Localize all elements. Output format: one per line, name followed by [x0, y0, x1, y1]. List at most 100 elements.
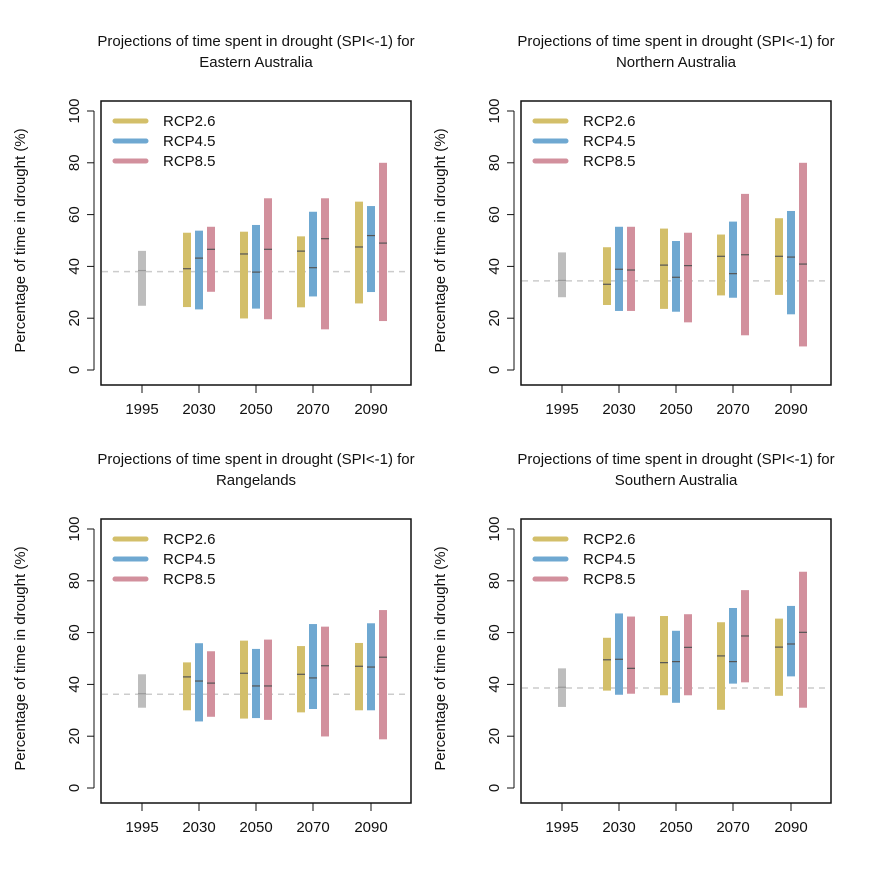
- legend: RCP2.6 RCP4.5 RCP8.5: [112, 113, 216, 170]
- x-tick-label: 2090: [774, 401, 807, 418]
- y-tick-label: 0: [486, 784, 503, 792]
- baseline-bar: [138, 250, 146, 306]
- bar-rcp85-2070: [741, 193, 749, 336]
- bar-rcp45-2030: [195, 230, 203, 310]
- legend: RCP2.6 RCP4.5 RCP8.5: [532, 113, 636, 170]
- legend-label: RCP4.5: [583, 551, 636, 568]
- x-tick-label: 2030: [182, 819, 215, 836]
- bar-rcp45-2070: [729, 221, 737, 298]
- x-tick-label: 2030: [602, 401, 635, 418]
- y-tick-label: 0: [66, 784, 83, 792]
- bar-rcp26-2050: [240, 640, 248, 719]
- bar-rcp85-2090: [799, 571, 807, 708]
- y-tick-label: 100: [66, 98, 83, 123]
- legend-label: RCP8.5: [163, 571, 216, 588]
- y-axis-label: Percentage of time in drought (%): [432, 546, 449, 770]
- x-tick-label: 2050: [659, 401, 692, 418]
- x-tick-label: 1995: [125, 819, 158, 836]
- bar-rcp85-2030: [627, 226, 635, 311]
- x-tick-label: 2090: [354, 819, 387, 836]
- x-tick-label: 1995: [125, 401, 158, 418]
- y-tick-label: 0: [66, 366, 83, 374]
- y-tick-label: 80: [66, 572, 83, 589]
- bar-rcp26-2030: [603, 247, 611, 305]
- chart-title: Projections of time spent in drought (SP…: [517, 33, 834, 50]
- bar-rcp26-2070: [717, 234, 725, 296]
- y-axis-label: Percentage of time in drought (%): [12, 546, 29, 770]
- y-tick-label: 60: [486, 206, 503, 223]
- y-tick-label: 60: [66, 624, 83, 641]
- x-tick-label: 2090: [774, 819, 807, 836]
- bar-rcp45-2090: [787, 210, 795, 315]
- baseline-bar: [558, 252, 566, 298]
- x-tick-label: 2070: [296, 401, 329, 418]
- x-tick-label: 2090: [354, 401, 387, 418]
- y-tick-label: 80: [66, 154, 83, 171]
- x-tick-label: 2030: [182, 401, 215, 418]
- bar-rcp26-2030: [603, 637, 611, 691]
- baseline-bar: [138, 674, 146, 708]
- legend-label: RCP8.5: [583, 571, 636, 588]
- bar-rcp85-2050: [684, 232, 692, 323]
- y-tick-label: 40: [66, 258, 83, 275]
- y-tick-label: 20: [66, 310, 83, 327]
- x-tick-label: 2050: [239, 401, 272, 418]
- bar-rcp85-2070: [321, 626, 329, 737]
- bar-rcp45-2050: [252, 224, 260, 309]
- bar-rcp85-2050: [264, 639, 272, 720]
- x-tick-label: 2030: [602, 819, 635, 836]
- bar-rcp26-2030: [183, 232, 191, 308]
- legend-label: RCP4.5: [163, 133, 216, 150]
- legend-label: RCP8.5: [163, 153, 216, 170]
- chart-panel-3: Projections of time spent in drought (SP…: [12, 451, 415, 836]
- y-tick-label: 100: [486, 516, 503, 541]
- x-tick-label: 2070: [716, 401, 749, 418]
- bar-rcp26-2070: [717, 622, 725, 710]
- x-tick-label: 1995: [545, 401, 578, 418]
- chart-subtitle: Northern Australia: [616, 54, 737, 71]
- y-tick-label: 60: [486, 624, 503, 641]
- bar-rcp45-2030: [195, 643, 203, 722]
- y-tick-label: 20: [486, 728, 503, 745]
- legend-label: RCP2.6: [583, 531, 636, 548]
- bar-rcp45-2090: [787, 605, 795, 677]
- bar-rcp45-2070: [729, 607, 737, 684]
- y-tick-label: 40: [66, 676, 83, 693]
- bar-rcp26-2090: [355, 201, 363, 304]
- y-tick-label: 40: [486, 258, 503, 275]
- y-tick-label: 100: [486, 98, 503, 123]
- bar-rcp85-2090: [799, 162, 807, 347]
- x-tick-label: 2070: [716, 819, 749, 836]
- y-tick-label: 40: [486, 676, 503, 693]
- bar-rcp26-2070: [297, 236, 305, 308]
- bar-rcp45-2070: [309, 624, 317, 710]
- bar-rcp85-2030: [207, 226, 215, 292]
- bar-rcp85-2030: [207, 651, 215, 717]
- chart-title: Projections of time spent in drought (SP…: [97, 33, 414, 50]
- legend-label: RCP4.5: [163, 551, 216, 568]
- bar-rcp26-2070: [297, 646, 305, 713]
- bar-rcp45-2050: [252, 648, 260, 719]
- bar-rcp26-2050: [660, 616, 668, 696]
- bar-rcp26-2090: [355, 642, 363, 711]
- y-tick-label: 100: [66, 516, 83, 541]
- bar-rcp85-2050: [264, 198, 272, 320]
- bar-rcp85-2090: [379, 162, 387, 322]
- chart-subtitle: Eastern Australia: [199, 54, 313, 71]
- chart-title: Projections of time spent in drought (SP…: [517, 451, 834, 468]
- y-axis-label: Percentage of time in drought (%): [12, 128, 29, 352]
- legend-label: RCP2.6: [583, 113, 636, 130]
- bar-rcp85-2070: [321, 198, 329, 330]
- legend: RCP2.6 RCP4.5 RCP8.5: [112, 531, 216, 588]
- y-tick-label: 60: [66, 206, 83, 223]
- chart-panel-4: Projections of time spent in drought (SP…: [432, 451, 835, 836]
- bar-rcp26-2050: [240, 231, 248, 319]
- y-tick-label: 20: [486, 310, 503, 327]
- bar-rcp26-2090: [775, 618, 783, 696]
- bar-rcp85-2090: [379, 610, 387, 740]
- legend-label: RCP2.6: [163, 113, 216, 130]
- bar-rcp45-2050: [672, 630, 680, 703]
- legend-label: RCP2.6: [163, 531, 216, 548]
- bar-rcp85-2030: [627, 616, 635, 694]
